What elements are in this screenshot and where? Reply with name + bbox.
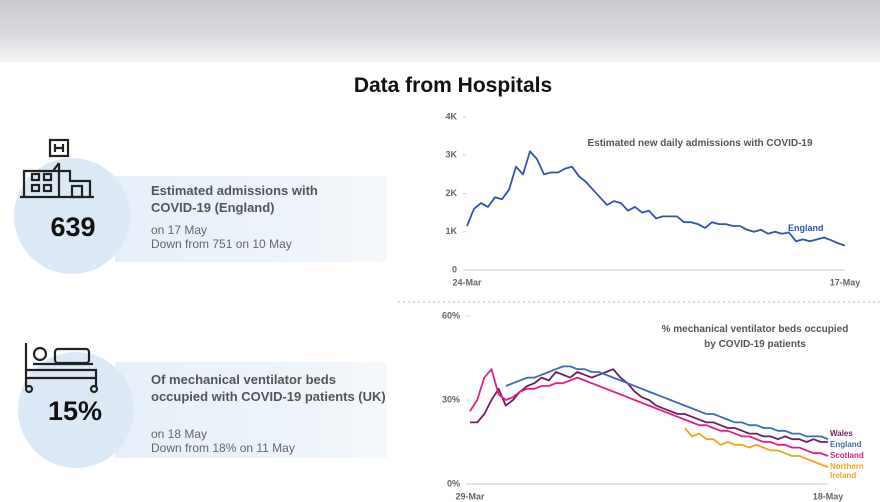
x-tick-label: 18-May (813, 491, 844, 501)
y-tick-label: 3K (445, 150, 457, 160)
hospital-icon (20, 138, 94, 199)
stat-circle (14, 158, 130, 274)
x-tick-label: 17-May (830, 277, 861, 287)
series-line (684, 427, 829, 469)
y-tick-label: 0 (452, 264, 457, 274)
stat-card (115, 362, 387, 458)
series-line (466, 150, 846, 247)
y-tick-label: 4K (445, 111, 457, 121)
top-band (0, 0, 880, 62)
chart-title: % mechanical ventilator beds occupied by… (661, 324, 849, 350)
stat-card (115, 176, 387, 262)
y-tick-label: 0% (447, 478, 460, 488)
x-tick-label: 29-Mar (455, 491, 485, 501)
stat-date: on 17 May (151, 223, 208, 237)
legend-label: Wales (830, 429, 853, 438)
x-tick-label: 24-Mar (452, 277, 482, 287)
y-tick-label: 1K (445, 226, 457, 236)
stat-value: 639 (50, 212, 96, 242)
y-tick-label: 60% (442, 310, 460, 320)
stat-value: 15% (47, 396, 103, 426)
stat-circle (18, 352, 134, 468)
chart-title: Estimated new daily admissions with COVI… (587, 138, 813, 149)
legend-label: Scotland (830, 451, 864, 460)
series-line (469, 368, 829, 457)
stat-heading: Estimated admissions with COVID-19 (Engl… (151, 183, 318, 215)
y-tick-label: 2K (445, 188, 457, 198)
legend-label: Northern Ireland (830, 462, 864, 480)
series-line (470, 368, 828, 443)
y-tick-label: 30% (442, 394, 460, 404)
stat-heading: Of mechanical ventilator beds occupied w… (151, 372, 386, 404)
series-label: England (788, 223, 824, 233)
stat-note: Down from 18% on 11 May (151, 441, 295, 455)
series-line (505, 365, 829, 441)
bed-icon (24, 343, 99, 394)
slide-title: Data from Hospitals (353, 74, 553, 97)
stat-date: on 18 May (151, 427, 208, 441)
stat-note: Down from 751 on 10 May (151, 237, 292, 251)
legend-label: England (830, 440, 862, 449)
